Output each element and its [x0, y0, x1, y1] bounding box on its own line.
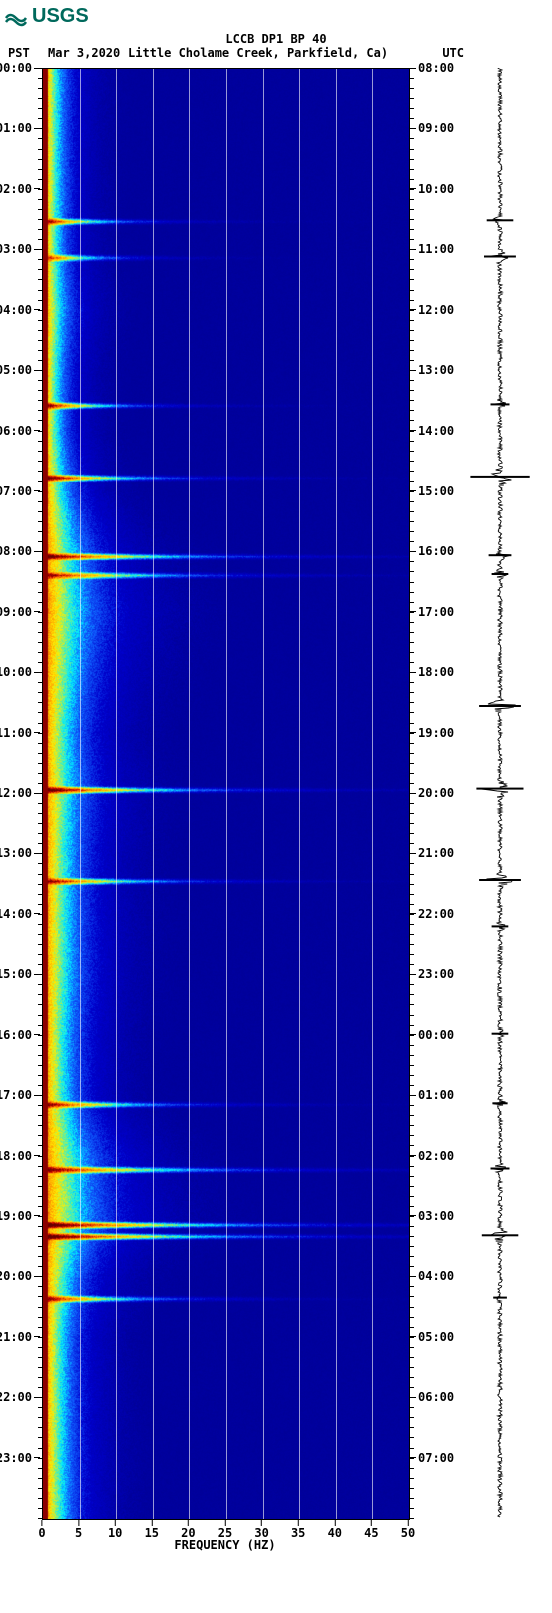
y-right-tick: 23:00	[408, 968, 454, 980]
x-axis-label: FREQUENCY (HZ)	[42, 1538, 408, 1552]
x-tick: 20	[181, 1520, 195, 1540]
y-left-tick: 22:00	[0, 1391, 42, 1403]
y-left-tick: 02:00	[0, 183, 42, 195]
waveform-trace	[481, 68, 515, 1517]
x-tick: 10	[108, 1520, 122, 1540]
y-right-tick: 16:00	[408, 545, 454, 557]
y-right-tick: 11:00	[408, 243, 454, 255]
y-right-tick: 10:00	[408, 183, 454, 195]
y-right-tick: 06:00	[408, 1391, 454, 1403]
plot-subtitle: PST Mar 3,2020 Little Cholame Creek, Par…	[0, 46, 552, 60]
y-left-tick: 18:00	[0, 1150, 42, 1162]
x-tick: 50	[401, 1520, 415, 1540]
y-right-tick: 22:00	[408, 908, 454, 920]
main-plot-area: 00:00 01:00 02:00 03:00 04:00 05:00 06:00 07:00…	[0, 68, 552, 1568]
plot-title: LCCB DP1 BP 40	[0, 32, 552, 46]
y-left-tick: 07:00	[0, 485, 42, 497]
y-right-tick: 00:00	[408, 1029, 454, 1041]
y-left-tick: 15:00	[0, 968, 42, 980]
waveform-svg	[460, 68, 540, 1518]
y-right-tick: 12:00	[408, 304, 454, 316]
waveform-panel	[460, 68, 540, 1518]
y-right-tick: 13:00	[408, 364, 454, 376]
y-left-tick: 04:00	[0, 304, 42, 316]
y-right-tick: 15:00	[408, 485, 454, 497]
y-left-tick: 17:00	[0, 1089, 42, 1101]
x-tick: 15	[145, 1520, 159, 1540]
y-right-tick: 01:00	[408, 1089, 454, 1101]
y-axis-left: 00:0001:0002:0003:0004:0005:0006:0007:00…	[0, 68, 42, 1518]
y-left-tick: 12:00	[0, 787, 42, 799]
y-left-tick: 00:00	[0, 62, 42, 74]
x-tick: 25	[218, 1520, 232, 1540]
y-left-tick: 11:00	[0, 727, 42, 739]
y-right-tick: 07:00	[408, 1452, 454, 1464]
plot-date: Mar 3,2020	[48, 46, 128, 60]
wave-icon	[4, 4, 28, 28]
x-tick: 45	[364, 1520, 378, 1540]
x-tick: 30	[254, 1520, 268, 1540]
y-right-tick: 08:00	[408, 62, 454, 74]
right-timezone: UTC	[404, 46, 544, 60]
y-left-tick: 14:00	[0, 908, 42, 920]
y-right-tick: 20:00	[408, 787, 454, 799]
logo-text: USGS	[32, 5, 89, 28]
x-axis: FREQUENCY (HZ) 05101520253035404550	[42, 1520, 408, 1560]
y-left-tick: 01:00	[0, 122, 42, 134]
y-left-tick: 16:00	[0, 1029, 42, 1041]
y-left-tick: 06:00	[0, 425, 42, 437]
y-right-tick: 05:00	[408, 1331, 454, 1343]
y-right-tick: 03:00	[408, 1210, 454, 1222]
y-left-tick: 20:00	[0, 1270, 42, 1282]
left-timezone: PST	[8, 46, 48, 60]
y-left-tick: 08:00	[0, 545, 42, 557]
y-left-tick: 09:00	[0, 606, 42, 618]
x-tick: 0	[38, 1520, 45, 1540]
y-left-tick: 03:00	[0, 243, 42, 255]
y-right-tick: 09:00	[408, 122, 454, 134]
y-right-tick: 18:00	[408, 666, 454, 678]
y-right-tick: 14:00	[408, 425, 454, 437]
y-right-tick: 19:00	[408, 727, 454, 739]
x-tick: 35	[291, 1520, 305, 1540]
x-tick: 5	[75, 1520, 82, 1540]
y-right-tick: 21:00	[408, 847, 454, 859]
y-left-tick: 10:00	[0, 666, 42, 678]
y-left-tick: 05:00	[0, 364, 42, 376]
y-right-tick: 04:00	[408, 1270, 454, 1282]
plot-location: Little Cholame Creek, Parkfield, Ca)	[128, 46, 404, 60]
y-axis-right: 08:0009:0010:0011:0012:0013:0014:0015:00…	[408, 68, 452, 1518]
y-right-tick: 02:00	[408, 1150, 454, 1162]
y-left-tick: 23:00	[0, 1452, 42, 1464]
spectrogram-plot	[42, 68, 410, 1520]
y-left-tick: 21:00	[0, 1331, 42, 1343]
y-right-tick: 17:00	[408, 606, 454, 618]
x-tick: 40	[328, 1520, 342, 1540]
usgs-logo: USGS	[0, 0, 552, 32]
y-left-tick: 13:00	[0, 847, 42, 859]
y-left-tick: 19:00	[0, 1210, 42, 1222]
